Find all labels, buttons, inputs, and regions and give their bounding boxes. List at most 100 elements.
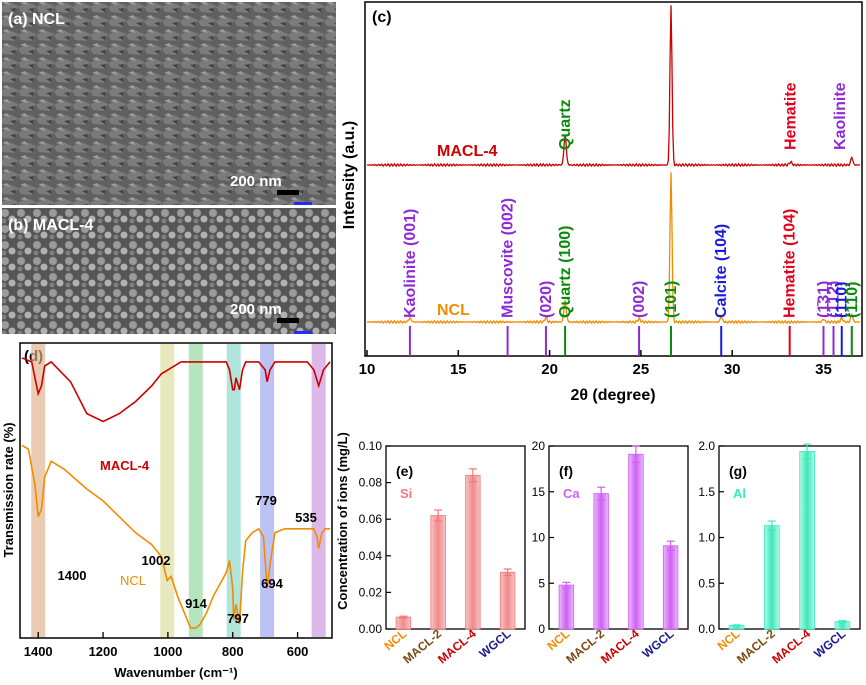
bar-element-label: Ca [563, 486, 580, 501]
bar-category-label: NCL [381, 627, 409, 654]
xrd-peak-annotation: (020) [538, 281, 555, 318]
bar-category-label: MACL-2 [563, 626, 607, 666]
xrd-peak-annotation: (1̄31) [815, 281, 832, 318]
ftir-x-tick-label: 1200 [89, 644, 118, 659]
ftir-band [160, 344, 175, 637]
bar-category-label: NCL [544, 627, 572, 654]
bar-y-tick-label: 0.0 [698, 622, 715, 636]
sem-overlay-b [2, 208, 336, 334]
ftir-peak-label: 1002 [142, 553, 171, 568]
bar-y-tick-label: 0 [538, 622, 545, 636]
xrd-peak-annotation: (101) [663, 281, 680, 318]
ftir-series-macl4 [21, 357, 331, 423]
bar-y-tick-label: 0.08 [359, 476, 383, 490]
ftir-band [188, 344, 203, 637]
bar-element-label: Si [400, 486, 412, 501]
xrd-phase-annotation: Kaolinite [832, 82, 849, 150]
ftir-band [260, 344, 275, 637]
xrd-x-tick-label: 20 [541, 361, 558, 378]
sem-scale-text-b: 200 nm [230, 301, 282, 318]
bar-y-tick-label: 0.5 [698, 576, 715, 590]
xrd-x-tick-label: 10 [359, 361, 376, 378]
xrd-y-axis-label: Intensity (a.u.) [341, 121, 358, 229]
xrd-peak-annotation: Quartz (100) [557, 226, 574, 318]
xrd-panel-label: (c) [372, 9, 392, 26]
xrd-series-ncl [366, 172, 860, 325]
bar-y-tick-label: 0.10 [359, 439, 383, 453]
ftir-frame [19, 342, 333, 639]
bar-panel-frame [385, 445, 526, 630]
ftir-peak-label: 779 [255, 493, 277, 508]
sem-panel-a: (a) NCL 200 nm [2, 2, 336, 205]
sem-overlay-a [2, 2, 336, 205]
ftir-series-label-ncl: NCL [120, 573, 146, 588]
xrd-peak-annotation: Hematite (104) [782, 209, 799, 318]
bar [499, 571, 516, 630]
sem-label-b: (b) MACL-4 [8, 217, 93, 234]
ftir-band [31, 344, 46, 637]
xrd-peak-annotation: Muscovite (002) [500, 198, 517, 318]
bar [628, 453, 644, 630]
ftir-x-tick-label: 600 [287, 644, 309, 659]
xrd-peak-annotation: Kaolinite (001) [402, 209, 419, 318]
bar [662, 545, 679, 630]
bar-y-tick-label: 0.04 [359, 549, 383, 563]
sem-image-a [2, 2, 336, 205]
bar-y-tick-label: 1.5 [698, 485, 715, 499]
ftir-band [311, 344, 326, 637]
xrd-x-axis-label: 2θ (degree) [570, 387, 655, 404]
ftir-series-label-macl: MACL-4 [100, 458, 150, 473]
xrd-peak-annotation: (002) [631, 281, 648, 318]
bar-element-label: Al [733, 486, 746, 501]
ion-bar-charts: Concentration of ions (mg/L) (e)Si0.000.… [335, 432, 861, 666]
sem-label-a: (a) NCL [8, 11, 65, 28]
sem-marker-b [294, 331, 312, 334]
bar-category-label: MACL-4 [769, 626, 813, 666]
ftir-x-tick-label: 1000 [153, 644, 182, 659]
bar-category-label: MACL-2 [400, 626, 444, 666]
xrd-phase-annotation: Quartz [557, 99, 574, 150]
bar-category-label: WGCL [639, 627, 676, 661]
bar-category-label: MACL-2 [734, 626, 778, 666]
sem-scale-text-a: 200 nm [230, 173, 282, 190]
xrd-chart: (c) Intensity (a.u.) 2θ (degree) MACL-4 … [341, 1, 863, 404]
bars-y-axis-label: Concentration of ions (mg/L) [335, 432, 350, 610]
ftir-series-ncl [21, 444, 330, 629]
bar [799, 451, 815, 630]
ftir-peak-label: 797 [227, 611, 249, 626]
ftir-x-axis-label: Wavenumber (cm⁻¹) [114, 665, 237, 680]
ftir-peak-label: 914 [185, 596, 207, 611]
bar-category-label: WGCL [476, 627, 513, 661]
bar [465, 474, 481, 630]
ftir-chart: (d) Transmission rate (%) Wavenumber (cm… [1, 342, 333, 680]
bar-y-tick-label: 5 [538, 576, 545, 590]
bar [558, 584, 575, 630]
xrd-peak-annotation: (1̄12) [826, 281, 843, 318]
bar-category-label: WGCL [811, 627, 848, 661]
bar [593, 493, 609, 630]
bar [430, 515, 446, 630]
bar-y-tick-label: 15 [532, 485, 546, 499]
sem-scalebar-a [277, 190, 299, 195]
bar-y-tick-label: 1.0 [698, 531, 715, 545]
xrd-series-label-macl: MACL-4 [437, 143, 498, 160]
ftir-y-axis-label: Transmission rate (%) [1, 422, 16, 557]
xrd-x-tick-label: 35 [815, 361, 832, 378]
bar-y-tick-label: 20 [532, 439, 546, 453]
xrd-phase-annotation: Hematite [783, 82, 800, 150]
ftir-x-tick-label: 1400 [24, 644, 53, 659]
bar-panel-label: (g) [729, 463, 747, 479]
bar-category-label: MACL-4 [598, 626, 642, 666]
xrd-x-tick-label: 30 [724, 361, 741, 378]
ftir-x-tick-label: 800 [222, 644, 244, 659]
xrd-frame [364, 1, 863, 357]
sem-image-b [2, 208, 336, 334]
bar-panel-label: (f) [559, 463, 573, 479]
xrd-peak-annotation: Calcite (104) [713, 224, 730, 318]
sem-panel-b: (b) MACL-4 200 nm [2, 208, 336, 334]
xrd-x-tick-label: 25 [633, 361, 650, 378]
bar-y-tick-label: 10 [532, 531, 546, 545]
xrd-x-tick-label: 15 [450, 361, 467, 378]
ftir-peak-label: 535 [295, 510, 317, 525]
